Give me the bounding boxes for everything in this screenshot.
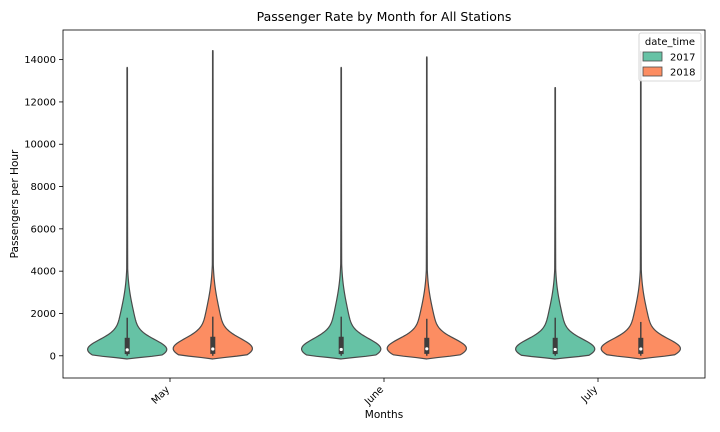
x-tick-label: May	[150, 384, 172, 406]
y-tick-label: 4000	[31, 267, 56, 278]
violin-median	[211, 347, 215, 351]
violin-body	[514, 86, 596, 360]
violin-iqr-box	[552, 337, 558, 355]
legend-swatch	[642, 66, 663, 77]
y-axis-label: Passengers per Hour	[9, 149, 21, 258]
violin-iqr-box	[638, 337, 644, 354]
y-tick-label: 14000	[24, 55, 56, 66]
y-tick-label: 12000	[24, 97, 56, 108]
x-tick-label: June	[362, 384, 386, 408]
y-tick-label: 6000	[31, 224, 56, 235]
plot-area	[62, 29, 706, 379]
y-tick-label: 0	[50, 351, 56, 362]
y-tick-label: 10000	[24, 140, 56, 151]
violin-body	[600, 51, 681, 360]
violin-median	[425, 347, 429, 351]
violin-body	[172, 49, 253, 360]
x-axis: May June July	[150, 378, 600, 408]
violin-body	[386, 56, 467, 360]
violin-iqr-box	[124, 337, 130, 355]
y-tick-label: 2000	[31, 309, 56, 320]
violin-iqr-box	[424, 337, 430, 354]
x-tick-label: July	[579, 384, 600, 405]
violin-median	[339, 347, 343, 352]
legend-swatch	[642, 51, 663, 62]
legend-label: 2018	[670, 68, 695, 79]
chart-title: Passenger Rate by Month for All Stations	[257, 9, 512, 24]
violin-layer	[86, 49, 681, 360]
x-axis-label: Months	[365, 409, 403, 421]
y-axis: 0 2000 4000 6000 8000 10000 12000 14000	[24, 55, 63, 362]
legend-title: date_time	[645, 37, 695, 48]
violin-median	[125, 348, 129, 352]
violin-median	[639, 347, 643, 351]
violin-iqr-box	[338, 336, 344, 355]
legend-label: 2017	[670, 53, 695, 64]
violin-body	[86, 66, 168, 360]
violin-median	[553, 347, 557, 352]
legend: date_time 2017 2018	[638, 32, 702, 82]
y-tick-label: 8000	[31, 182, 56, 193]
violin-iqr-box	[210, 336, 216, 354]
violin-body	[301, 66, 382, 360]
